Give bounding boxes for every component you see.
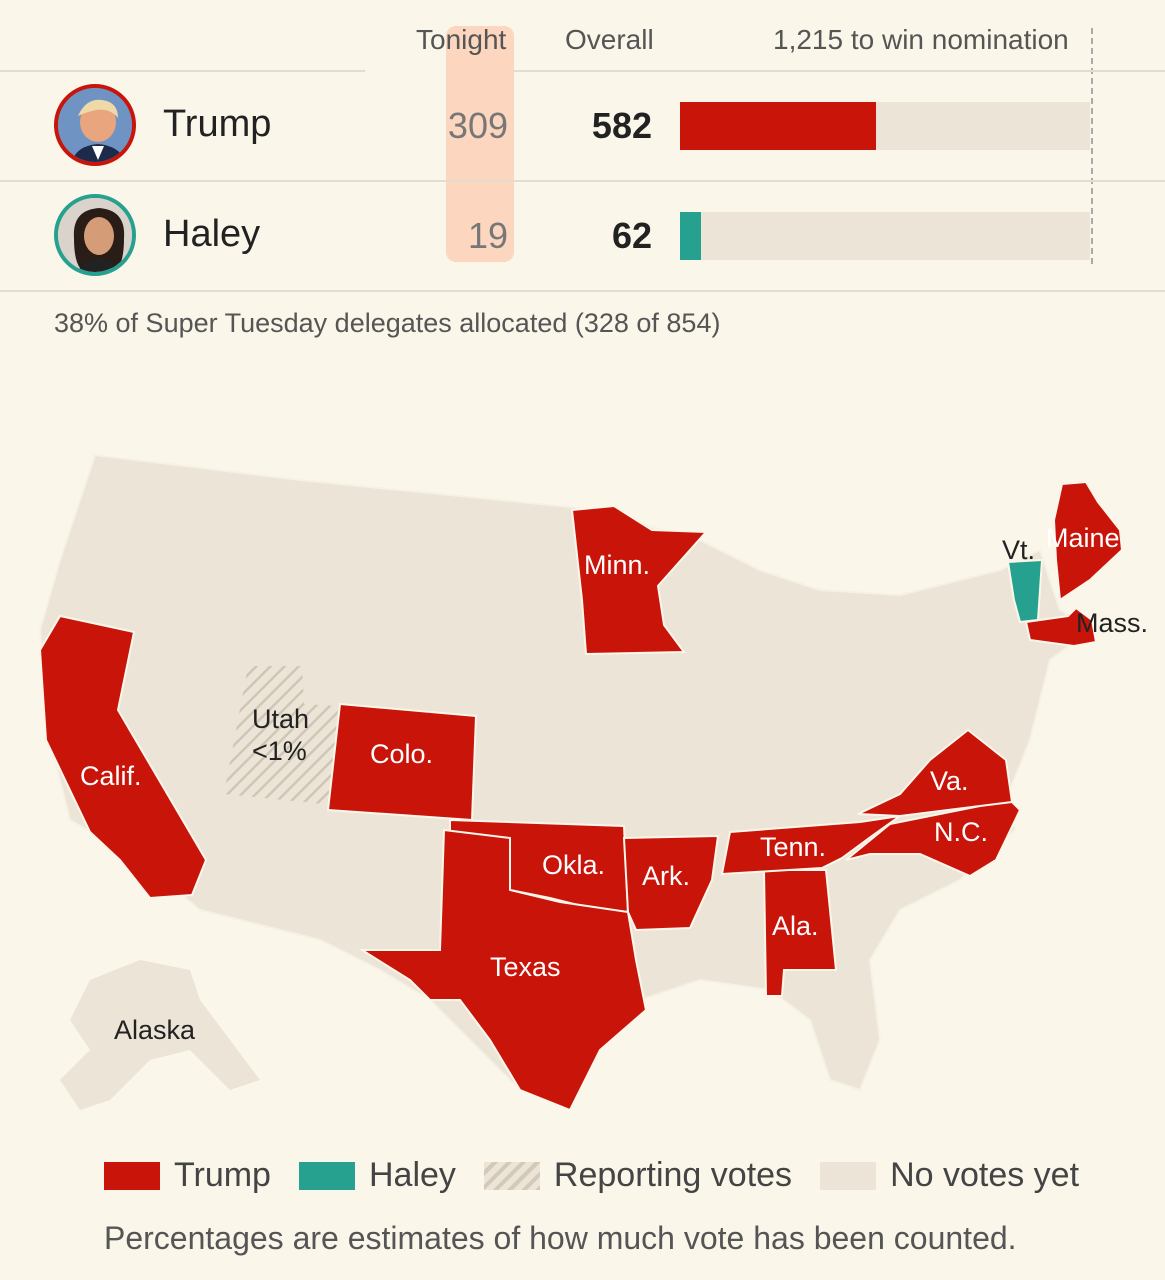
state-label: N.C. bbox=[934, 817, 988, 847]
state-massachusetts bbox=[1024, 606, 1098, 648]
delegate-progress-fill bbox=[680, 212, 701, 260]
state-label: Maine bbox=[1046, 523, 1120, 553]
delegate-progress-track bbox=[680, 102, 1090, 150]
delegate-progress-fill bbox=[680, 102, 877, 150]
state-pct-label: <1% bbox=[252, 736, 307, 766]
state-label: Texas bbox=[490, 952, 561, 982]
divider bbox=[0, 180, 1165, 182]
state-arkansas bbox=[622, 834, 720, 932]
state-alabama bbox=[762, 869, 838, 997]
footnote: Percentages are estimates of how much vo… bbox=[104, 1220, 1017, 1256]
divider bbox=[0, 290, 1165, 292]
legend-swatch bbox=[483, 1161, 540, 1190]
map-legend: Trump Haley Reporting votes No votes yet bbox=[104, 1156, 1107, 1195]
legend-label: Haley bbox=[368, 1156, 456, 1194]
tonight-header: Tonight bbox=[416, 24, 507, 55]
results-map: Calif. Utah <1% Colo. Minn. Okla. Ark. T… bbox=[38, 453, 1148, 1112]
state-label: Colo. bbox=[370, 739, 433, 769]
tonight-column-highlight bbox=[446, 26, 514, 262]
candidate-name: Haley bbox=[163, 213, 261, 255]
state-label: Vt. bbox=[1002, 535, 1035, 565]
state-label: Calif. bbox=[80, 761, 142, 791]
portrait-icon bbox=[58, 198, 132, 272]
legend-swatch bbox=[298, 1161, 355, 1190]
state-label: Okla. bbox=[542, 850, 605, 880]
delegates-allocated-text: 38% of Super Tuesday delegates allocated… bbox=[54, 308, 721, 338]
delegate-progress-track bbox=[680, 212, 1090, 260]
state-maine bbox=[1052, 480, 1124, 602]
overall-delegates: 62 bbox=[611, 215, 652, 256]
candidate-row-trump: Trump 309 582 bbox=[0, 70, 1165, 180]
state-label: Va. bbox=[930, 766, 969, 796]
haley-avatar bbox=[54, 194, 136, 276]
threshold-label: 1,215 to win nomination bbox=[773, 24, 1069, 55]
legend-label: Trump bbox=[174, 1156, 271, 1194]
legend-item-no-votes: No votes yet bbox=[820, 1156, 1079, 1195]
tonight-delegates: 309 bbox=[447, 105, 508, 146]
state-label: Ala. bbox=[772, 911, 819, 941]
candidate-name: Trump bbox=[163, 103, 272, 145]
state-label: Mass. bbox=[1076, 608, 1148, 638]
state-north-carolina bbox=[845, 798, 1022, 878]
legend-item-reporting: Reporting votes bbox=[483, 1156, 793, 1195]
state-alaska bbox=[60, 960, 260, 1110]
state-label: Minn. bbox=[584, 550, 650, 580]
legend-item-trump: Trump bbox=[104, 1156, 271, 1195]
state-california bbox=[38, 614, 208, 900]
state-label: Utah bbox=[252, 704, 309, 734]
portrait-icon bbox=[58, 88, 132, 162]
trump-avatar bbox=[54, 84, 136, 166]
candidate-row-haley: Haley 19 62 bbox=[0, 180, 1165, 290]
legend-swatch bbox=[820, 1161, 877, 1190]
divider bbox=[0, 70, 365, 72]
state-label: Tenn. bbox=[760, 832, 826, 862]
overall-delegates: 582 bbox=[591, 105, 652, 146]
overall-header: Overall bbox=[565, 24, 654, 55]
tonight-delegates: 19 bbox=[467, 215, 508, 256]
state-texas bbox=[358, 828, 648, 1112]
state-vermont bbox=[1006, 558, 1044, 624]
state-label: Ark. bbox=[642, 861, 690, 891]
legend-label: Reporting votes bbox=[553, 1156, 793, 1194]
legend-label: No votes yet bbox=[890, 1156, 1080, 1194]
legend-item-haley: Haley bbox=[298, 1156, 456, 1195]
state-label: Alaska bbox=[114, 1015, 196, 1045]
state-utah bbox=[224, 666, 338, 805]
state-tennessee bbox=[720, 815, 901, 876]
threshold-line bbox=[1091, 28, 1093, 264]
divider bbox=[514, 70, 1165, 72]
state-minnesota bbox=[570, 504, 709, 656]
state-virginia bbox=[857, 728, 1014, 818]
legend-swatch bbox=[104, 1161, 160, 1190]
